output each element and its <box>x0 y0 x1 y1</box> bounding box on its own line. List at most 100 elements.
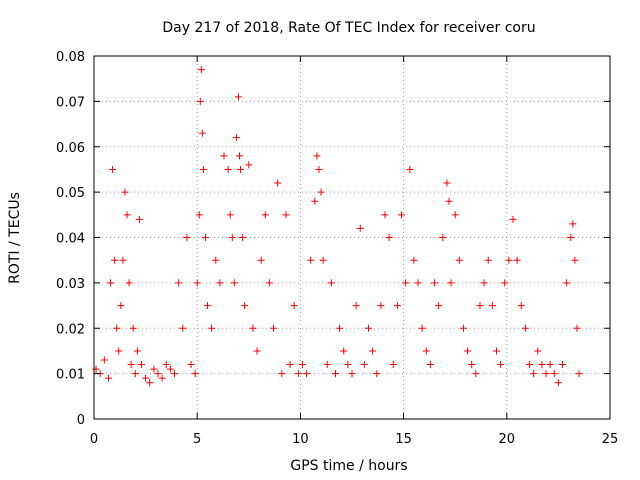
x-tick-label: 20 <box>499 432 516 447</box>
y-tick-label: 0.03 <box>56 277 85 292</box>
data-point <box>208 324 216 332</box>
data-point <box>311 197 319 205</box>
data-point <box>158 374 166 382</box>
data-point <box>257 256 265 264</box>
y-tick-label: 0.05 <box>56 186 85 201</box>
data-point <box>278 370 286 378</box>
data-point <box>513 256 521 264</box>
data-point <box>447 279 455 287</box>
data-point <box>121 188 129 196</box>
data-point <box>422 347 430 355</box>
data-point <box>431 279 439 287</box>
data-point <box>356 224 364 232</box>
data-point <box>365 324 373 332</box>
data-point <box>237 165 245 173</box>
data-point <box>294 370 302 378</box>
data-point <box>166 365 174 373</box>
data-point <box>133 347 141 355</box>
data-point <box>125 279 133 287</box>
data-point <box>567 234 575 241</box>
chart-title: Day 217 of 2018, Rate Of TEC Index for r… <box>162 20 535 36</box>
axis-ticks: 0 0.01 0.02 0.03 0.04 0.05 0.06 0.07 0.08 0 5 10 15 2… <box>56 50 618 447</box>
data-point <box>336 324 344 332</box>
data-point <box>492 347 500 355</box>
data-point <box>107 279 115 287</box>
data-point <box>360 361 368 369</box>
data-point <box>298 361 306 369</box>
data-point <box>559 361 567 369</box>
data-point <box>488 302 496 310</box>
data-point <box>183 234 191 241</box>
y-tick-label: 0.04 <box>56 232 85 247</box>
data-point <box>117 302 125 310</box>
data-point <box>385 234 393 241</box>
data-point <box>393 302 401 310</box>
data-point <box>245 161 253 169</box>
data-point <box>509 215 517 223</box>
data-point <box>377 302 385 310</box>
data-point <box>191 370 199 378</box>
data-point <box>455 256 463 264</box>
data-point <box>484 256 492 264</box>
data-point <box>249 324 257 332</box>
data-point <box>526 361 534 369</box>
data-point <box>414 279 422 287</box>
data-point <box>253 347 261 355</box>
y-axis-label: ROTI / TECUs <box>7 192 23 284</box>
data-point <box>241 302 249 310</box>
data-point <box>104 374 112 382</box>
y-tick-label: 0.08 <box>56 50 85 65</box>
data-point <box>274 179 282 187</box>
data-point <box>100 356 108 364</box>
data-point <box>348 370 356 378</box>
data-point <box>313 152 321 160</box>
data-point <box>212 256 220 264</box>
data-point <box>476 302 484 310</box>
data-point <box>472 370 480 378</box>
x-tick-label: 0 <box>90 432 98 447</box>
data-point <box>129 324 137 332</box>
data-point <box>131 370 139 378</box>
data-point <box>319 256 327 264</box>
data-point <box>439 234 447 241</box>
grid-lines <box>94 56 610 419</box>
data-point <box>150 365 158 373</box>
data-point <box>154 370 162 378</box>
data-point <box>571 256 579 264</box>
data-point <box>443 179 451 187</box>
data-point <box>303 370 311 378</box>
data-point <box>111 256 119 264</box>
data-point <box>468 361 476 369</box>
data-point <box>226 211 234 219</box>
data-point <box>232 134 240 142</box>
data-point <box>195 211 203 219</box>
data-point <box>538 361 546 369</box>
data-point <box>373 370 381 378</box>
data-point <box>459 324 467 332</box>
data-point <box>451 211 459 219</box>
data-point <box>464 347 472 355</box>
data-point <box>521 324 529 332</box>
data-point <box>517 302 525 310</box>
data-point <box>550 370 558 378</box>
data-point <box>554 379 562 387</box>
data-point <box>179 324 187 332</box>
data-point <box>331 370 339 378</box>
data-point <box>340 347 348 355</box>
data-point <box>115 347 123 355</box>
data-point <box>352 302 360 310</box>
data-point <box>315 165 323 173</box>
x-tick-label: 5 <box>193 432 201 447</box>
data-point <box>270 324 278 332</box>
data-point <box>480 279 488 287</box>
data-point <box>307 256 315 264</box>
data-point <box>127 361 135 369</box>
data-point <box>546 361 554 369</box>
data-point <box>135 215 143 223</box>
data-point <box>119 256 127 264</box>
data-point <box>317 188 325 196</box>
data-point <box>418 324 426 332</box>
data-point <box>239 234 247 241</box>
data-point <box>369 347 377 355</box>
